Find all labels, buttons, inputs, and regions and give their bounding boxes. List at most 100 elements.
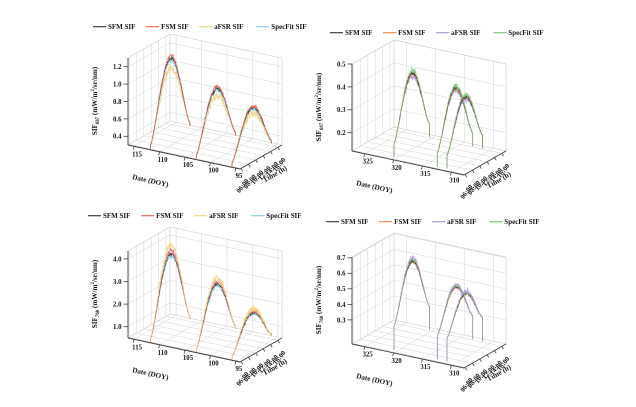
legend-item: SpecFit SIF — [489, 218, 540, 226]
value-tick-label: 0.3 — [337, 107, 346, 114]
ridge-line-fsm-sif — [231, 104, 272, 167]
ridge-line-specfit-sif — [393, 67, 430, 157]
value-tick-label: 2.0 — [113, 302, 122, 309]
value-tick-label: 1.2 — [113, 64, 122, 71]
grid-line — [184, 132, 228, 158]
ridge-line-afsr-sif — [231, 109, 272, 167]
time-tick — [501, 153, 504, 157]
grid-line — [165, 316, 278, 341]
ridge-line-fsm-sif — [436, 285, 474, 360]
ridge-line-sfm-sif — [436, 285, 474, 360]
legend: SFM SIF FSM SIF aFSR SIF SpecFit SIF — [93, 23, 307, 31]
date-tick — [421, 165, 423, 170]
time-tick — [248, 357, 251, 361]
grid-line — [169, 42, 283, 67]
grid-line — [422, 334, 465, 360]
time-tick — [486, 354, 490, 358]
grid-line — [393, 233, 507, 259]
box-edge — [169, 313, 283, 339]
value-tick-label: 4.0 — [113, 256, 122, 263]
grid-line — [353, 343, 466, 368]
grid-line — [184, 325, 228, 351]
ridge-line-specfit-sif — [231, 107, 272, 167]
legend-item: FSM SIF — [141, 212, 184, 220]
grid-line — [127, 279, 171, 305]
box-edge — [169, 226, 283, 252]
date-tick-label: 95 — [236, 366, 243, 373]
grid-line — [169, 77, 283, 102]
box-edge — [127, 33, 171, 59]
grid-line — [127, 257, 171, 282]
value-tick-label: 1.0 — [113, 324, 122, 331]
time-tick — [262, 155, 266, 159]
time-tick — [240, 361, 244, 365]
grid-line — [129, 144, 242, 169]
value-axis-label-part: /sr/nm) — [91, 259, 99, 283]
grid-line — [367, 141, 480, 167]
time-tick — [494, 157, 497, 161]
date-tick — [183, 157, 186, 161]
legend-item: aFSR SIF — [432, 218, 476, 226]
grid-line — [169, 94, 283, 120]
time-tick — [494, 350, 497, 354]
date-tick — [132, 339, 135, 343]
date-tick — [363, 346, 366, 351]
grid-line — [360, 145, 473, 171]
value-axis-label-part: SIF — [315, 129, 323, 141]
grid-line — [169, 112, 283, 137]
date-axis-label: Date (DOY) — [356, 179, 394, 195]
grid-line — [169, 257, 283, 282]
grid-line — [127, 112, 171, 137]
value-tick-label: 0.6 — [337, 271, 346, 278]
ridge-line-specfit-sif — [195, 88, 237, 159]
time-tick — [270, 151, 273, 155]
grid-line — [389, 129, 502, 154]
date-tick-label: 320 — [391, 165, 402, 172]
legend-label: SFM SIF — [108, 23, 135, 31]
date-tick — [158, 344, 160, 349]
date-tick — [209, 162, 211, 167]
grid-line — [143, 328, 256, 354]
grid-line — [364, 129, 407, 154]
ridge-line-afsr-sif — [393, 74, 430, 157]
box-edge — [127, 226, 171, 252]
value-tick-label: 0.2 — [337, 130, 346, 137]
value-axis-label-part: 2 — [91, 282, 96, 285]
ridge-line-sfm-sif — [195, 282, 237, 352]
grid-line — [159, 127, 202, 153]
grid-line — [351, 264, 395, 290]
value-axis-label-part: 2 — [315, 288, 320, 291]
value-tick-label: 0.6 — [113, 116, 122, 123]
date-axis — [351, 343, 465, 369]
date-tick-label: 310 — [449, 177, 460, 184]
date-tick — [132, 146, 135, 150]
time-tick — [277, 340, 280, 344]
grid-line — [351, 108, 395, 133]
legend-item: aFSR SIF — [436, 29, 480, 37]
grid-line — [169, 234, 283, 260]
ridge-line-afsr-sif — [436, 282, 474, 360]
grid-line — [393, 264, 507, 290]
date-tick-label: 325 — [363, 352, 374, 359]
box-edge — [127, 313, 171, 339]
value-axis-label: SIF760 (mW/m2/sr/nm) — [91, 259, 101, 328]
ridge-line-afsr-sif — [150, 241, 191, 342]
grid-line — [393, 328, 436, 354]
box-edge — [351, 39, 395, 65]
value-axis-label: SIF687 (mW/m2/sr/nm) — [315, 72, 325, 141]
legend-label: aFSR SIF — [214, 23, 243, 31]
grid-line — [127, 302, 171, 327]
grid-line — [351, 62, 395, 88]
box-edge — [393, 39, 507, 65]
date-tick — [450, 172, 452, 176]
grid-line — [375, 330, 488, 355]
grid-line — [351, 249, 395, 274]
time-tick — [240, 168, 244, 172]
ridge-line-sfm-sif — [195, 86, 237, 159]
grid-line — [235, 336, 279, 362]
grid-line — [158, 127, 271, 152]
date-tick-label: 320 — [391, 358, 402, 365]
grid-line — [127, 234, 171, 260]
date-tick — [209, 355, 211, 360]
grid-line — [389, 322, 502, 347]
